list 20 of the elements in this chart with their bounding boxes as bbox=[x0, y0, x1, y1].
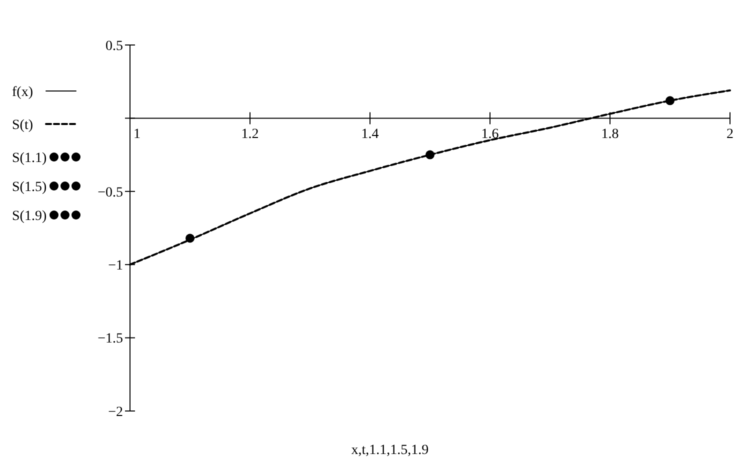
y-tick-label: −0.5 bbox=[98, 185, 123, 200]
legend-label: S(1.1) bbox=[12, 151, 47, 166]
x-tick-label: 2 bbox=[726, 127, 734, 142]
x-tick-label: 1 bbox=[134, 127, 140, 142]
x-axis-title: x,t,1.1,1.5,1.9 bbox=[351, 443, 429, 458]
legend-label: S(t) bbox=[12, 118, 34, 133]
point bbox=[666, 96, 674, 106]
y-tick-label: −1 bbox=[108, 258, 123, 274]
y-tick-label: 0.5 bbox=[106, 38, 123, 54]
x-tick-label: 1.8 bbox=[601, 127, 619, 142]
x-tick-label: 1.6 bbox=[481, 127, 499, 142]
x-tick-label: 1.2 bbox=[241, 127, 259, 142]
x-tick-label: 1.4 bbox=[361, 127, 379, 142]
y-tick-label: −1.5 bbox=[98, 332, 123, 347]
point bbox=[186, 234, 194, 243]
legend-label: S(1.9) bbox=[12, 209, 47, 224]
point bbox=[426, 150, 434, 160]
legend-label: f(x) bbox=[12, 85, 34, 100]
y-tick-label: −2 bbox=[108, 404, 123, 420]
legend-label: S(1.5) bbox=[12, 180, 47, 195]
